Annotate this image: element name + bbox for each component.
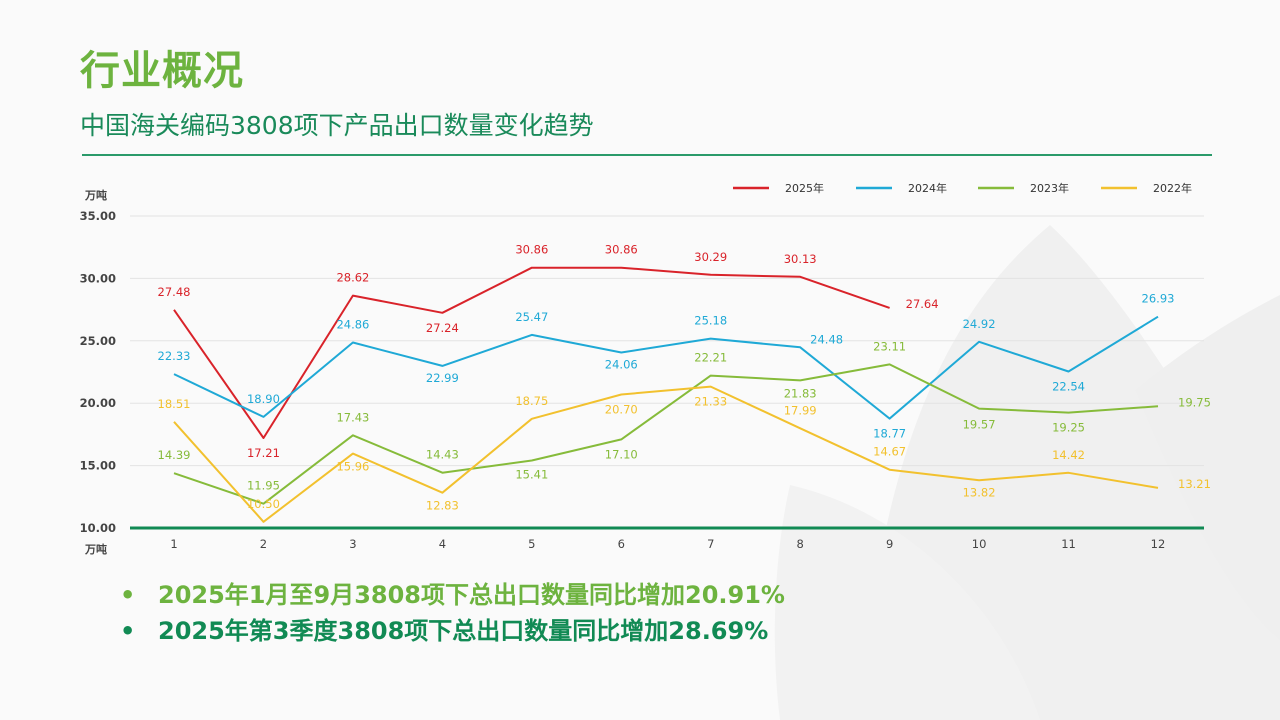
data-label: 19.25 <box>1052 421 1085 435</box>
series-lines <box>173 266 1159 523</box>
summary-bullet-q3: • 2025年第3季度3808项下总出口数量同比增加28.69% <box>120 613 785 649</box>
leaf-shape-right <box>1135 295 1280 640</box>
data-label: 30.86 <box>605 243 638 257</box>
x-tick-label: 11 <box>1061 537 1076 551</box>
data-label: 15.41 <box>515 467 548 481</box>
data-label: 14.67 <box>873 445 906 459</box>
x-tick-label: 8 <box>797 537 804 551</box>
legend-label: 2023年 <box>1030 181 1069 195</box>
data-label: 13.82 <box>963 485 996 499</box>
data-label: 18.75 <box>515 394 548 408</box>
y-axis-unit-label: 万吨 <box>84 188 107 202</box>
bullet-text: 2025年1月至9月3808项下总出口数量同比增加20.91% <box>158 581 785 609</box>
data-label: 14.42 <box>1052 448 1085 462</box>
data-label: 14.43 <box>426 448 459 462</box>
y-tick-label: 10.00 <box>80 521 116 535</box>
x-tick-label: 10 <box>972 537 987 551</box>
legend-label: 2022年 <box>1153 181 1192 195</box>
data-label: 18.90 <box>247 392 280 406</box>
x-axis-unit-label: 万吨 <box>84 542 107 556</box>
data-label: 17.10 <box>605 447 638 461</box>
data-label: 27.24 <box>426 321 459 335</box>
x-tick-label: 9 <box>886 537 893 551</box>
data-label: 25.18 <box>694 314 727 328</box>
data-label: 30.86 <box>515 243 548 257</box>
data-label: 27.48 <box>158 285 191 299</box>
series-line-2024年 <box>173 315 1159 420</box>
data-label: 28.62 <box>336 271 369 285</box>
x-tick-label: 4 <box>439 537 446 551</box>
legend-label: 2025年 <box>785 181 824 195</box>
y-tick-label: 20.00 <box>80 396 116 410</box>
series-line-2023年 <box>173 363 1159 505</box>
data-label: 22.54 <box>1052 380 1085 394</box>
data-label: 23.11 <box>873 339 906 353</box>
page-title: 行业概况 <box>80 48 244 94</box>
x-tick-label: 2 <box>260 537 267 551</box>
data-label: 30.13 <box>784 252 817 266</box>
data-label: 30.29 <box>694 250 727 264</box>
data-label: 22.33 <box>158 349 191 363</box>
x-axis-ticks: 1 2 3 4 5 6 7 8 9 10 11 12 <box>170 537 1165 551</box>
data-label: 18.51 <box>158 397 191 411</box>
chart-legend: 2025年 2024年 2023年 2022年 <box>733 181 1192 195</box>
data-label: 11.95 <box>247 479 280 493</box>
data-label: 22.21 <box>694 351 727 365</box>
bullet-marker: • <box>120 581 136 609</box>
data-label: 10.50 <box>247 497 280 511</box>
data-label: 13.21 <box>1178 477 1211 491</box>
data-label: 21.83 <box>784 386 817 400</box>
y-tick-label: 15.00 <box>80 459 116 473</box>
data-label: 22.99 <box>426 371 459 385</box>
x-tick-label: 7 <box>707 537 714 551</box>
data-label: 24.92 <box>963 317 996 331</box>
data-label: 25.47 <box>515 310 548 324</box>
gridlines <box>130 215 1204 467</box>
x-tick-label: 12 <box>1151 537 1166 551</box>
x-tick-label: 3 <box>349 537 356 551</box>
x-tick-label: 6 <box>618 537 625 551</box>
bullet-marker: • <box>120 617 136 645</box>
data-label: 24.86 <box>336 318 369 332</box>
data-label: 26.93 <box>1142 292 1175 306</box>
summary-bullet-ytd: • 2025年1月至9月3808项下总出口数量同比增加20.91% <box>120 577 785 613</box>
data-label: 17.99 <box>784 403 817 417</box>
summary-bullets: • 2025年1月至9月3808项下总出口数量同比增加20.91% • 2025年第… <box>120 577 785 649</box>
y-tick-label: 35.00 <box>80 209 116 223</box>
data-label: 24.06 <box>605 358 638 372</box>
data-label: 21.33 <box>694 395 727 409</box>
page-subtitle: 中国海关编码3808项下产品出口数量变化趋势 <box>80 111 594 140</box>
series-line-2022年 <box>173 385 1159 523</box>
y-tick-label: 25.00 <box>80 334 116 348</box>
data-label: 17.21 <box>247 446 280 460</box>
x-tick-label: 1 <box>170 537 177 551</box>
y-tick-label: 30.00 <box>80 271 116 285</box>
data-label: 27.64 <box>906 297 939 311</box>
data-label: 15.96 <box>336 460 369 474</box>
legend-label: 2024年 <box>908 181 947 195</box>
series-line-2025年 <box>173 266 890 439</box>
data-label: 19.57 <box>963 418 996 432</box>
data-label: 12.83 <box>426 499 459 513</box>
data-label: 19.75 <box>1178 395 1211 409</box>
data-label: 20.70 <box>605 402 638 416</box>
data-label: 14.39 <box>158 448 191 462</box>
leaf-shape-bottom <box>774 485 1040 720</box>
bullet-text: 2025年第3季度3808项下总出口数量同比增加28.69% <box>158 617 769 645</box>
x-tick-label: 5 <box>528 537 535 551</box>
data-label: 17.43 <box>336 410 369 424</box>
title-divider <box>82 154 1212 156</box>
y-axis-ticks: 10.00 15.00 20.00 25.00 30.00 35.00 <box>80 209 116 535</box>
data-label: 24.48 <box>810 332 843 346</box>
data-labels: 27.48 17.21 28.62 27.24 30.86 30.86 30.29 30.13… <box>158 243 1211 513</box>
data-label: 18.77 <box>873 427 906 441</box>
